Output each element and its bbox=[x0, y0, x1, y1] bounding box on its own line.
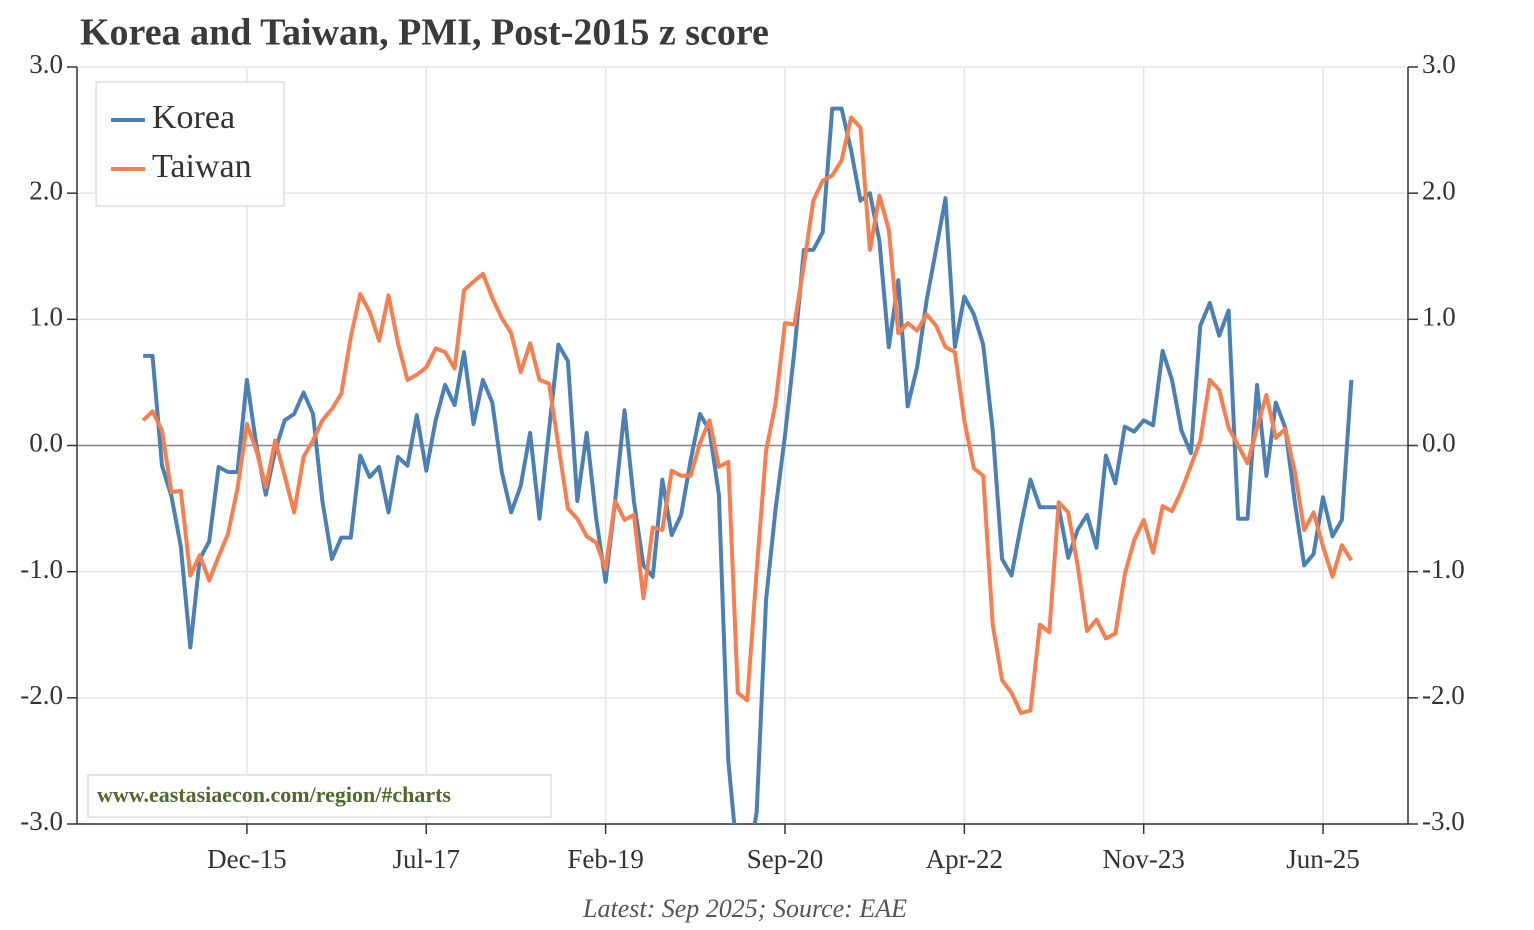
legend: Korea Taiwan bbox=[95, 81, 285, 207]
y-tick-label: 1.0 bbox=[29, 302, 63, 332]
x-tick-label: Feb-19 bbox=[567, 844, 644, 874]
watermark-text: www.eastasiaecon.com/region/#charts bbox=[97, 782, 451, 807]
legend-label: Taiwan bbox=[152, 148, 252, 185]
x-tick-label: Sep-20 bbox=[747, 844, 824, 874]
y-tick-label: -2.0 bbox=[20, 680, 63, 710]
x-tick-label: Apr-22 bbox=[926, 844, 1003, 874]
y2-tick-label: 3.0 bbox=[1422, 49, 1456, 79]
x-tick-label: Jul-17 bbox=[393, 844, 461, 874]
y2-tick-label: -3.0 bbox=[1422, 806, 1465, 836]
watermark-box bbox=[87, 774, 552, 818]
legend-label: Korea bbox=[152, 99, 235, 136]
y2-tick-label: 2.0 bbox=[1422, 175, 1456, 205]
chart-title: Korea and Taiwan, PMI, Post-2015 z score bbox=[80, 12, 769, 54]
x-tick-label: Jun-25 bbox=[1286, 844, 1360, 874]
y-tick-label: 3.0 bbox=[29, 49, 63, 79]
y2-tick-label: -2.0 bbox=[1422, 680, 1465, 710]
series-line bbox=[143, 106, 1354, 824]
watermark: www.eastasiaecon.com/region/#charts bbox=[87, 774, 552, 818]
y2-tick-label: 1.0 bbox=[1422, 302, 1456, 332]
legend-box bbox=[95, 81, 285, 207]
y2-tick-label: -1.0 bbox=[1422, 554, 1465, 584]
plot-area bbox=[141, 106, 1354, 824]
x-tick-label: Dec-15 bbox=[207, 844, 286, 874]
y-tick-label: 2.0 bbox=[29, 175, 63, 205]
y-tick-label: -1.0 bbox=[20, 554, 63, 584]
series-line bbox=[141, 115, 1354, 715]
y-tick-label: -3.0 bbox=[20, 806, 63, 836]
y2-tick-label: 0.0 bbox=[1422, 428, 1456, 458]
x-tick-label: Nov-23 bbox=[1102, 844, 1185, 874]
source-note: Latest: Sep 2025; Source: EAE bbox=[582, 894, 907, 923]
y-tick-label: 0.0 bbox=[29, 428, 63, 458]
